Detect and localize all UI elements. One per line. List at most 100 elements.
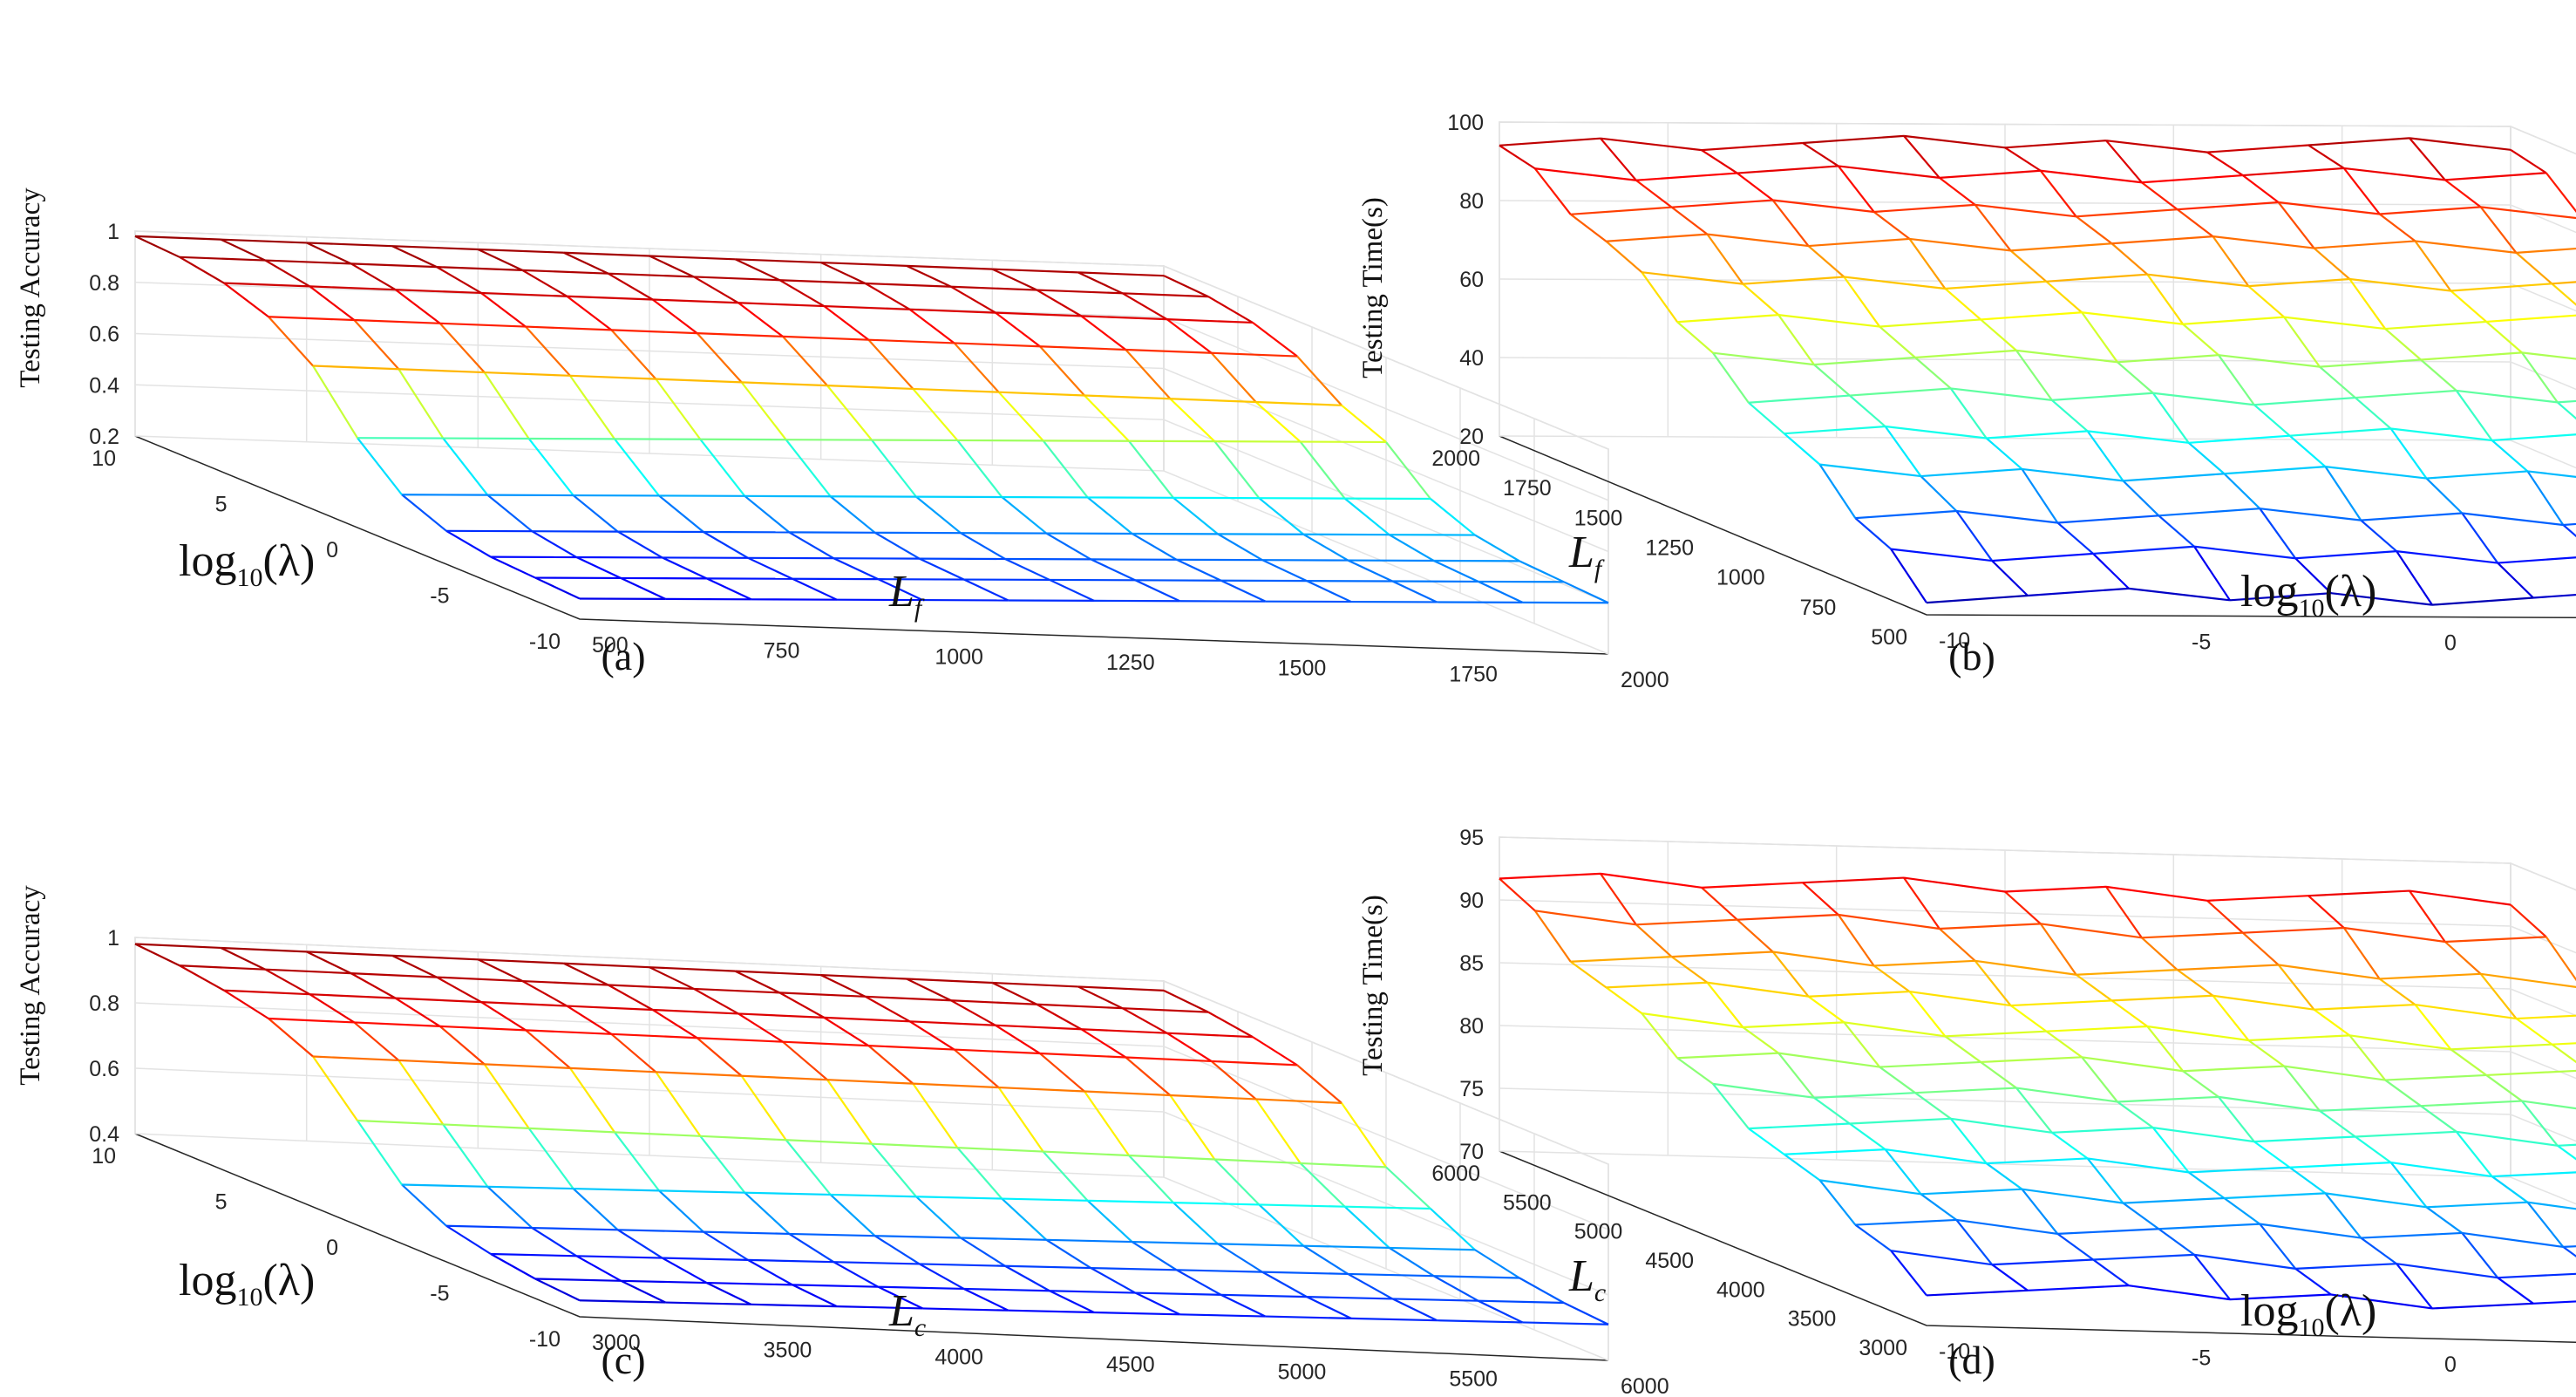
panel-d-mesh-segment <box>2015 1087 2053 1134</box>
panel-a-ztick: 0.2 <box>89 425 119 449</box>
panel-b-mesh-segment <box>2206 151 2244 177</box>
panel-c-mesh-segment <box>867 1045 914 1085</box>
panel-a-mesh-segment <box>569 374 656 380</box>
panel-b-mesh-segment <box>2526 470 2565 526</box>
panel-b-mesh-segment <box>1808 237 1910 248</box>
panel-a-mesh-segment <box>953 342 1000 393</box>
panel-d-mesh-segment <box>1873 959 1975 967</box>
panel-a-mesh-segment <box>391 245 479 251</box>
panel-c-mesh-segment <box>1437 1319 1523 1324</box>
panel-d-ticks: 70 75 80 85 90 95 6000 5500 5000 4500 4000 3500 3000… <box>1431 826 2457 1377</box>
panel-b-mesh-segment <box>2224 466 2326 475</box>
panel-b-mesh-segment <box>1743 276 1845 285</box>
panel-a-mesh-segment <box>401 494 447 532</box>
panel-d-mesh-segment <box>2051 1127 2153 1134</box>
panel-a-mesh-segment <box>693 276 780 282</box>
panel-d-mesh-segment <box>2314 1003 2416 1011</box>
panel-c-mesh-segment <box>608 984 695 991</box>
panel-d-mesh-segment <box>2193 1254 2231 1300</box>
panel-a-mesh-segment <box>1302 533 1349 562</box>
panel-a-mesh-segment <box>1296 355 1342 406</box>
panel-a-mesh-segment <box>527 438 574 496</box>
panel-c-mesh-segment <box>1254 1098 1302 1164</box>
panel-a-xlabel-sub: 10 <box>236 563 262 592</box>
panel-b-mesh-segment <box>2462 512 2564 527</box>
panel-d-mesh-segment <box>1784 1153 1821 1182</box>
panel-c-mesh-segment <box>782 1040 869 1047</box>
panel-b-mesh-segment <box>2158 508 2260 517</box>
panel-c-mesh-segment <box>991 981 1037 1005</box>
panel-d-mesh-segment <box>1748 1128 1785 1155</box>
panel-b-mesh-segment <box>2497 562 2534 599</box>
panel-b-tick-first: 500 <box>1871 625 1907 650</box>
panel-b-mesh-segment <box>1748 401 1785 434</box>
panel-d-mesh-segment <box>1808 990 1910 998</box>
panel-c-mesh-segment <box>566 1005 612 1035</box>
panel-c-mesh-segment <box>528 1127 615 1134</box>
panel-d-mesh-segment <box>2177 969 2214 997</box>
panel-b-mesh-segment <box>1884 426 1922 477</box>
panel-c-mesh-segment <box>655 1071 702 1137</box>
panel-c-mesh-segment <box>1086 1200 1133 1243</box>
panel-a-mesh-segment <box>1254 401 1302 443</box>
panel-b-mesh-segment <box>2389 427 2428 480</box>
panel-c-mesh-segment <box>134 943 180 967</box>
panel-b-tick-first: 2000 <box>1431 446 1480 471</box>
panel-b-mesh-segment <box>1771 199 1810 247</box>
panel-d-mesh-segment <box>1879 1066 1916 1094</box>
panel-b-mesh-segment <box>1939 169 2041 180</box>
panel-b-mesh-segment <box>1939 177 1976 206</box>
panel-d-mesh-segment <box>2081 1056 2118 1103</box>
panel-c-mesh-segment <box>312 1055 399 1062</box>
panel-d-mesh-segment <box>2242 926 2344 934</box>
panel-c-mesh-segment <box>1220 1293 1308 1298</box>
panel-a-mesh-segment <box>1122 292 1168 321</box>
panel-d-mesh-segment <box>2224 1192 2326 1200</box>
panel-c-mesh-segment <box>954 1048 1041 1055</box>
panel-c-mesh-segment <box>744 1191 791 1235</box>
panel-d-mesh-segment <box>2325 1192 2427 1209</box>
panel-a-mesh-segment <box>445 529 492 558</box>
panel-d-mesh-segment <box>2491 1171 2576 1178</box>
panel-d-mesh-segment <box>1671 956 1709 984</box>
panel-d-mesh-segment <box>1641 1012 1679 1059</box>
panel-b-mesh-segment <box>2141 174 2243 184</box>
panel-b-mesh-segment <box>1813 356 1916 366</box>
panel-c-mesh-segment <box>1046 1238 1132 1244</box>
panel-a-mesh-segment <box>1343 497 1390 536</box>
panel-c-mesh-segment <box>820 973 907 980</box>
panel-c-mesh-segment <box>703 1230 790 1236</box>
panel-c-mesh-segment <box>443 1123 529 1129</box>
panel-d-ylabel: Lc <box>1568 1251 1606 1307</box>
panel-b-mesh-segment <box>1641 271 1679 323</box>
panel-b-mesh-segment <box>1854 517 1892 550</box>
panel-c-mesh-segment <box>610 1032 657 1073</box>
panel-d-mesh-segment <box>2343 926 2445 944</box>
panel-c-mesh-segment <box>909 1020 996 1026</box>
panel-c-mesh-segment <box>179 964 225 992</box>
panel-c-mesh-segment <box>534 1278 581 1302</box>
panel-a-mesh-segment <box>649 255 695 278</box>
panel-b-mesh-segment <box>2343 167 2445 181</box>
panel-c-mesh-segment <box>1004 1264 1091 1270</box>
panel-b-mesh-segment <box>2491 433 2576 442</box>
panel-d-mesh-segment <box>2076 973 2113 1002</box>
panel-d-mesh-segment <box>2515 1018 2552 1046</box>
panel-b-tick-first: 1250 <box>1645 536 1694 561</box>
panel-c-mesh-segment <box>878 1285 964 1291</box>
panel-a-mesh-segment <box>913 387 999 393</box>
panel-b-mesh-segment <box>2193 546 2231 601</box>
panel-d-mesh-segment <box>2022 1188 2124 1204</box>
panel-d-mesh-segment <box>2289 1161 2391 1169</box>
panel-b-mesh-segment <box>2532 593 2576 599</box>
panel-a-mesh-segment <box>1341 404 1387 443</box>
panel-a-mesh-segment <box>1045 532 1091 561</box>
panel-a-surface <box>134 235 1609 604</box>
panel-b-mesh-segment <box>2117 354 2219 364</box>
panel-c-mesh-segment <box>662 1257 749 1261</box>
panel-b-tick-first: 1500 <box>1574 506 1623 530</box>
panel-c-mesh-segment <box>912 1083 959 1148</box>
panel-d-mesh-segment <box>1784 1148 1886 1155</box>
panel-c-mesh-segment <box>398 1060 445 1126</box>
panel-b-mesh-segment <box>2117 361 2154 394</box>
